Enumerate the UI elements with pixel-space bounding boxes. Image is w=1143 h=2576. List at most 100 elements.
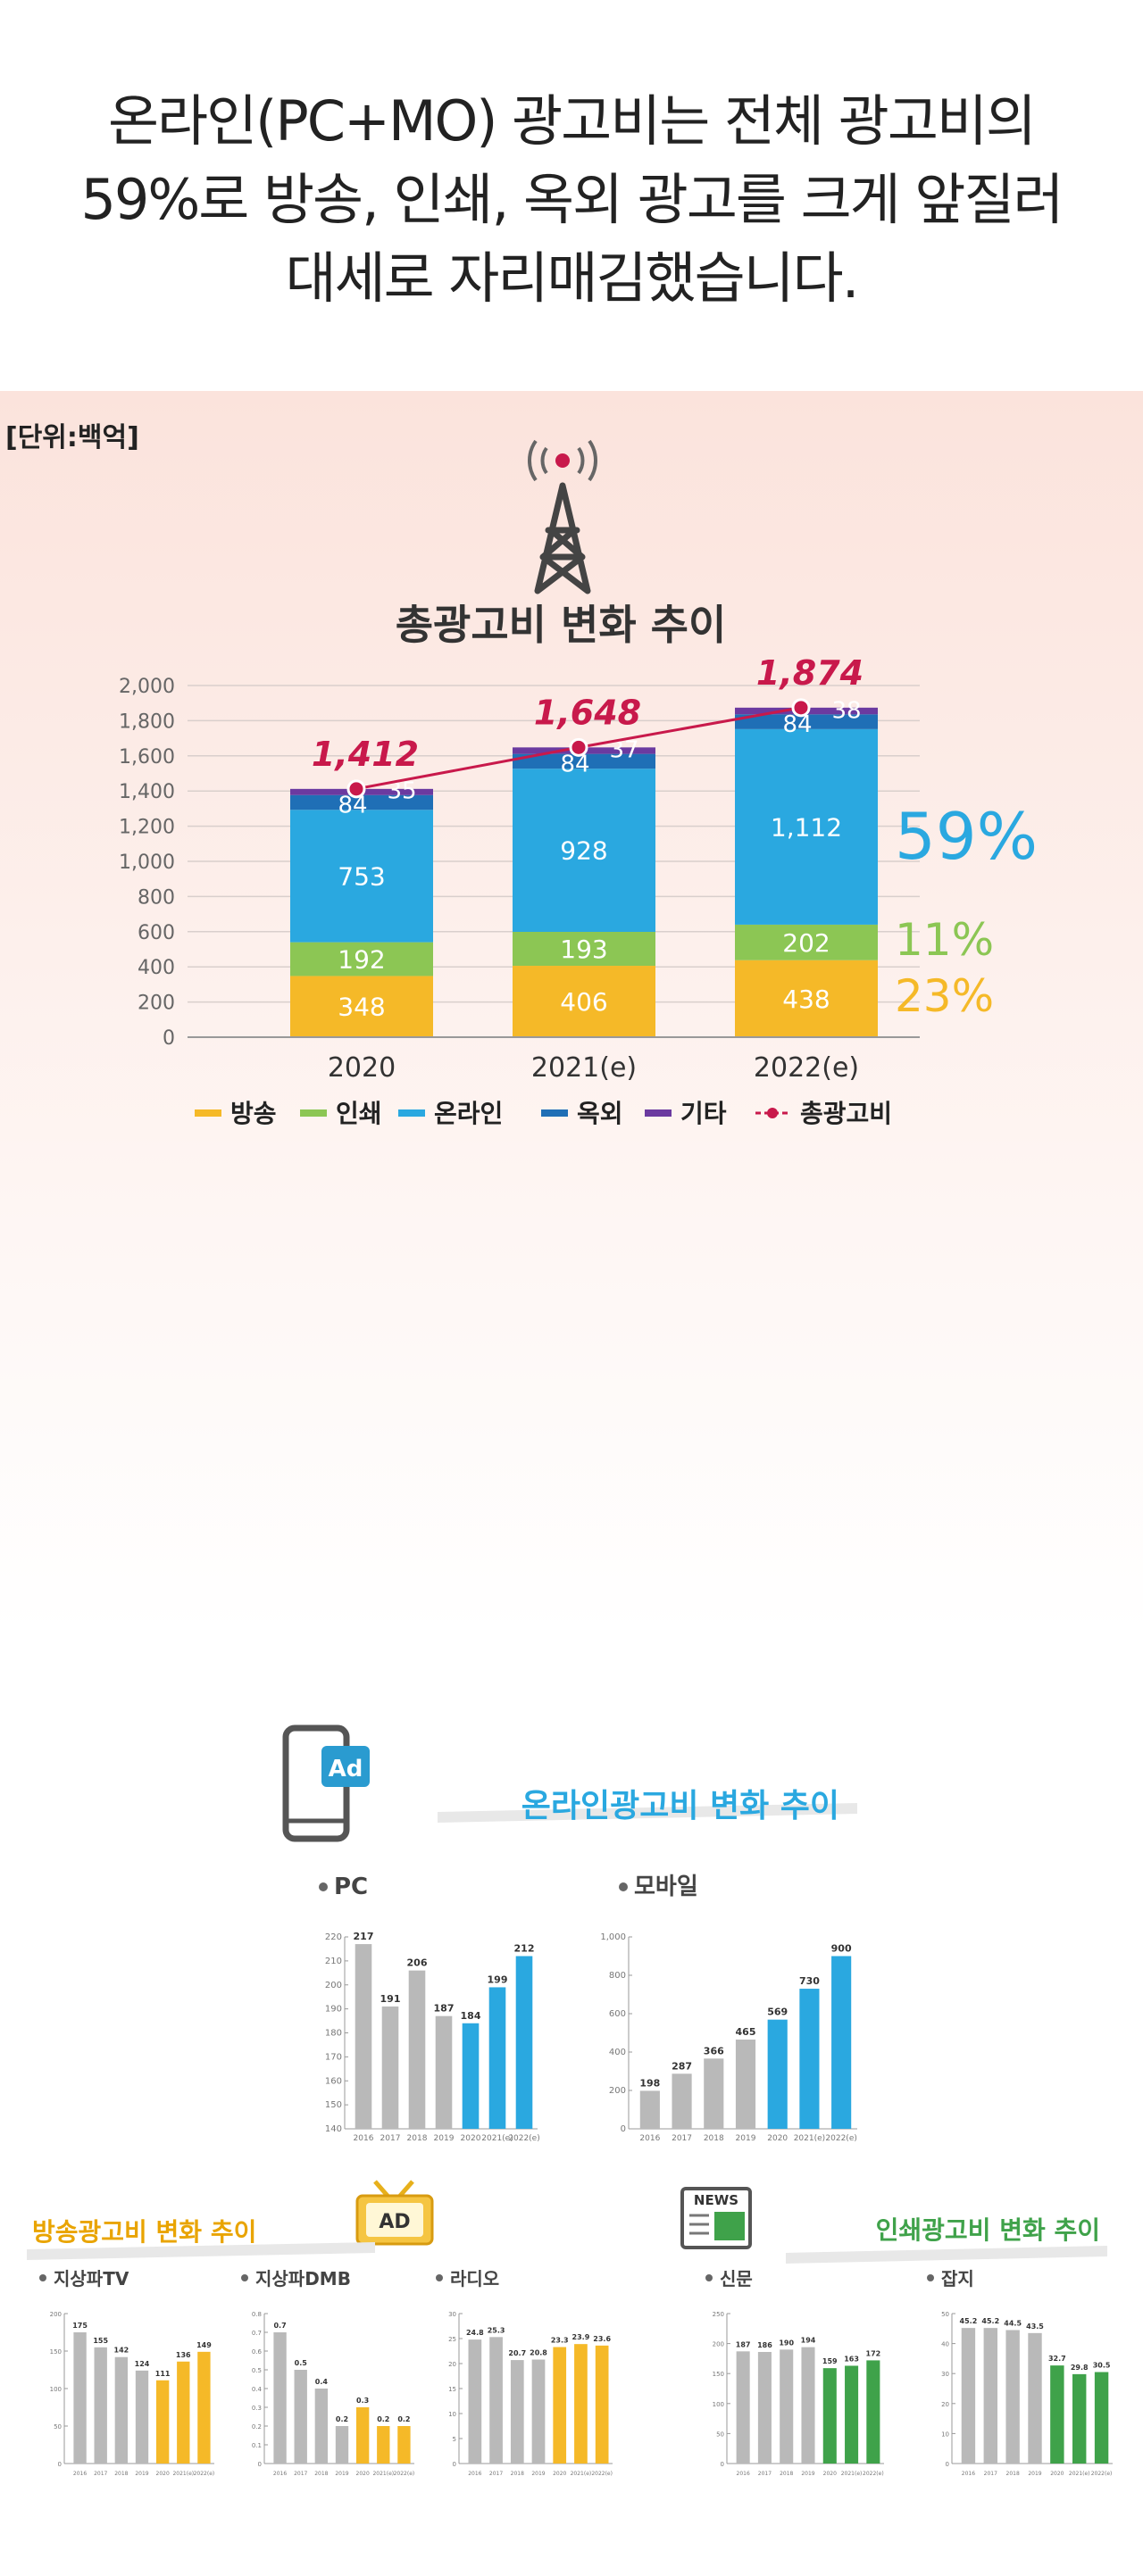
y-tick-label: 0.2 (252, 2423, 262, 2431)
y-tick-label: 50 (941, 2311, 949, 2318)
data-label: 900 (831, 1943, 852, 1955)
data-label: 45.2 (960, 2317, 978, 2325)
broadcast-tower-icon (527, 439, 598, 594)
total-point (569, 737, 588, 757)
x-tick-label: 2018 (511, 2471, 524, 2477)
phone-ad-icon: Ad (282, 1724, 370, 1842)
data-label: 136 (176, 2351, 191, 2359)
y-tick-label: 0.6 (252, 2348, 263, 2356)
x-tick-label: 2019 (531, 2471, 545, 2477)
y-tick-label: 170 (325, 2052, 342, 2062)
bar (435, 2015, 453, 2129)
data-label: 0.4 (315, 2378, 329, 2386)
x-tick-label: 2021(e) (1069, 2471, 1090, 2477)
y-tick-label: 800 (138, 886, 175, 909)
data-label: 45.2 (981, 2317, 999, 2325)
bullet-icon (705, 2274, 713, 2281)
data-label: 20.7 (508, 2349, 526, 2357)
bar (408, 1970, 426, 2129)
x-tick-label: 2022(e) (394, 2471, 415, 2477)
data-label: 287 (672, 2060, 692, 2072)
legend-label-print: 인쇄 (336, 1099, 382, 1128)
x-tick-label: 2020 (767, 2134, 788, 2143)
y-tick-label: 200 (50, 2311, 62, 2318)
total-point (791, 698, 811, 718)
bar (704, 2058, 724, 2129)
data-label: 124 (135, 2360, 150, 2368)
bar-online (513, 769, 655, 932)
bar (1028, 2332, 1042, 2464)
data-label: 217 (354, 1931, 374, 1942)
y-tick-label: 20 (448, 2361, 456, 2368)
subchart-PC: PC 140 150 160 170 180 190 200 210 220 217 2016 191 2… (319, 1874, 540, 2143)
bar (515, 1956, 533, 2129)
y-tick-label: 1,200 (119, 817, 175, 839)
x-tick-label: 2020 (823, 2471, 837, 2477)
data-label-print: 192 (338, 945, 385, 975)
y-tick-label: 600 (138, 922, 175, 944)
data-label: 187 (434, 2003, 455, 2015)
bar (531, 2359, 546, 2464)
x-tick-label: 2016 (354, 2134, 374, 2143)
share-label-online: 59% (895, 799, 1038, 874)
y-tick-label: 50 (716, 2431, 724, 2438)
x-tick-label: 2021(e) (172, 2471, 194, 2477)
subchart-지상파DMB: 지상파DMB 0 0.1 0.2 0.3 0.4 0.5 0.6 0.7 0.8 0.7 2016 0.… (241, 2268, 414, 2477)
x-tick-label: 2017 (94, 2471, 107, 2477)
data-label: 184 (461, 2010, 481, 2022)
bar (801, 2347, 815, 2464)
data-label: 155 (93, 2337, 108, 2345)
data-label-online: 928 (560, 836, 607, 866)
x-tick-label: 2019 (801, 2471, 814, 2477)
tv-ad-icon: AD (355, 2180, 434, 2246)
data-label: 32.7 (1048, 2355, 1066, 2363)
y-tick-label: 1,800 (119, 710, 175, 733)
section-title-print: 인쇄광고비 변화 추이 (876, 2215, 1100, 2245)
data-label: 366 (704, 2045, 724, 2057)
bar (489, 2337, 503, 2464)
bar (314, 2389, 329, 2464)
data-label: 191 (380, 1993, 401, 2005)
y-tick-label: 0.7 (252, 2330, 262, 2337)
bar (1050, 2365, 1064, 2464)
y-tick-label: 160 (325, 2076, 342, 2086)
x-tick-label: 2017 (984, 2471, 997, 2477)
bar (1005, 2330, 1020, 2464)
data-label: 0.7 (273, 2322, 286, 2330)
y-tick-label: 1,000 (119, 852, 175, 874)
data-label: 199 (488, 1974, 508, 1985)
data-label: 44.5 (1004, 2319, 1022, 2327)
subchart-title: 라디오 (450, 2268, 499, 2289)
data-label: 149 (196, 2341, 212, 2349)
data-label: 730 (799, 1975, 820, 1987)
total-label: 1,648 (534, 693, 641, 732)
x-tick-label: 2020 (356, 2471, 370, 2477)
x-tick-label: 2021(e) (531, 1052, 637, 1084)
chart-legend: 방송 인쇄 온라인 옥외 기타 총광고비 (195, 1099, 892, 1128)
bar (73, 2332, 87, 2464)
x-tick-label: 2019 (736, 2134, 756, 2143)
legend-swatch-other (645, 1109, 672, 1117)
x-tick-label: 2021(e) (794, 2134, 825, 2143)
x-tick-label: 2016 (273, 2471, 287, 2477)
x-tick-label: 2017 (380, 2134, 401, 2143)
headline-line-1: 온라인(PC+MO) 광고비는 전체 광고비의 (108, 88, 1037, 154)
x-tick-label: 2020 (328, 1052, 396, 1084)
x-tick-label: 2018 (780, 2471, 793, 2477)
bullet-icon (927, 2274, 934, 2281)
y-tick-label: 0 (58, 2461, 62, 2468)
x-tick-label: 2021(e) (841, 2471, 863, 2477)
y-tick-label: 30 (941, 2371, 949, 2378)
bar (377, 2426, 390, 2464)
section-underline (786, 2246, 1107, 2264)
y-tick-label: 400 (138, 957, 175, 979)
bar (736, 2351, 750, 2464)
x-tick-label: 2022(e) (754, 1052, 859, 1084)
y-tick-label: 10 (448, 2411, 456, 2418)
data-label: 24.8 (466, 2329, 484, 2337)
bar (780, 2349, 794, 2464)
legend-label-total: 총광고비 (800, 1099, 892, 1128)
x-tick-label: 2021(e) (571, 2471, 592, 2477)
subchart-지상파TV: 지상파TV 0 50 100 150 200 175 2016 155 2017 142 2018 12… (39, 2268, 214, 2477)
share-label-print: 11% (895, 914, 994, 966)
